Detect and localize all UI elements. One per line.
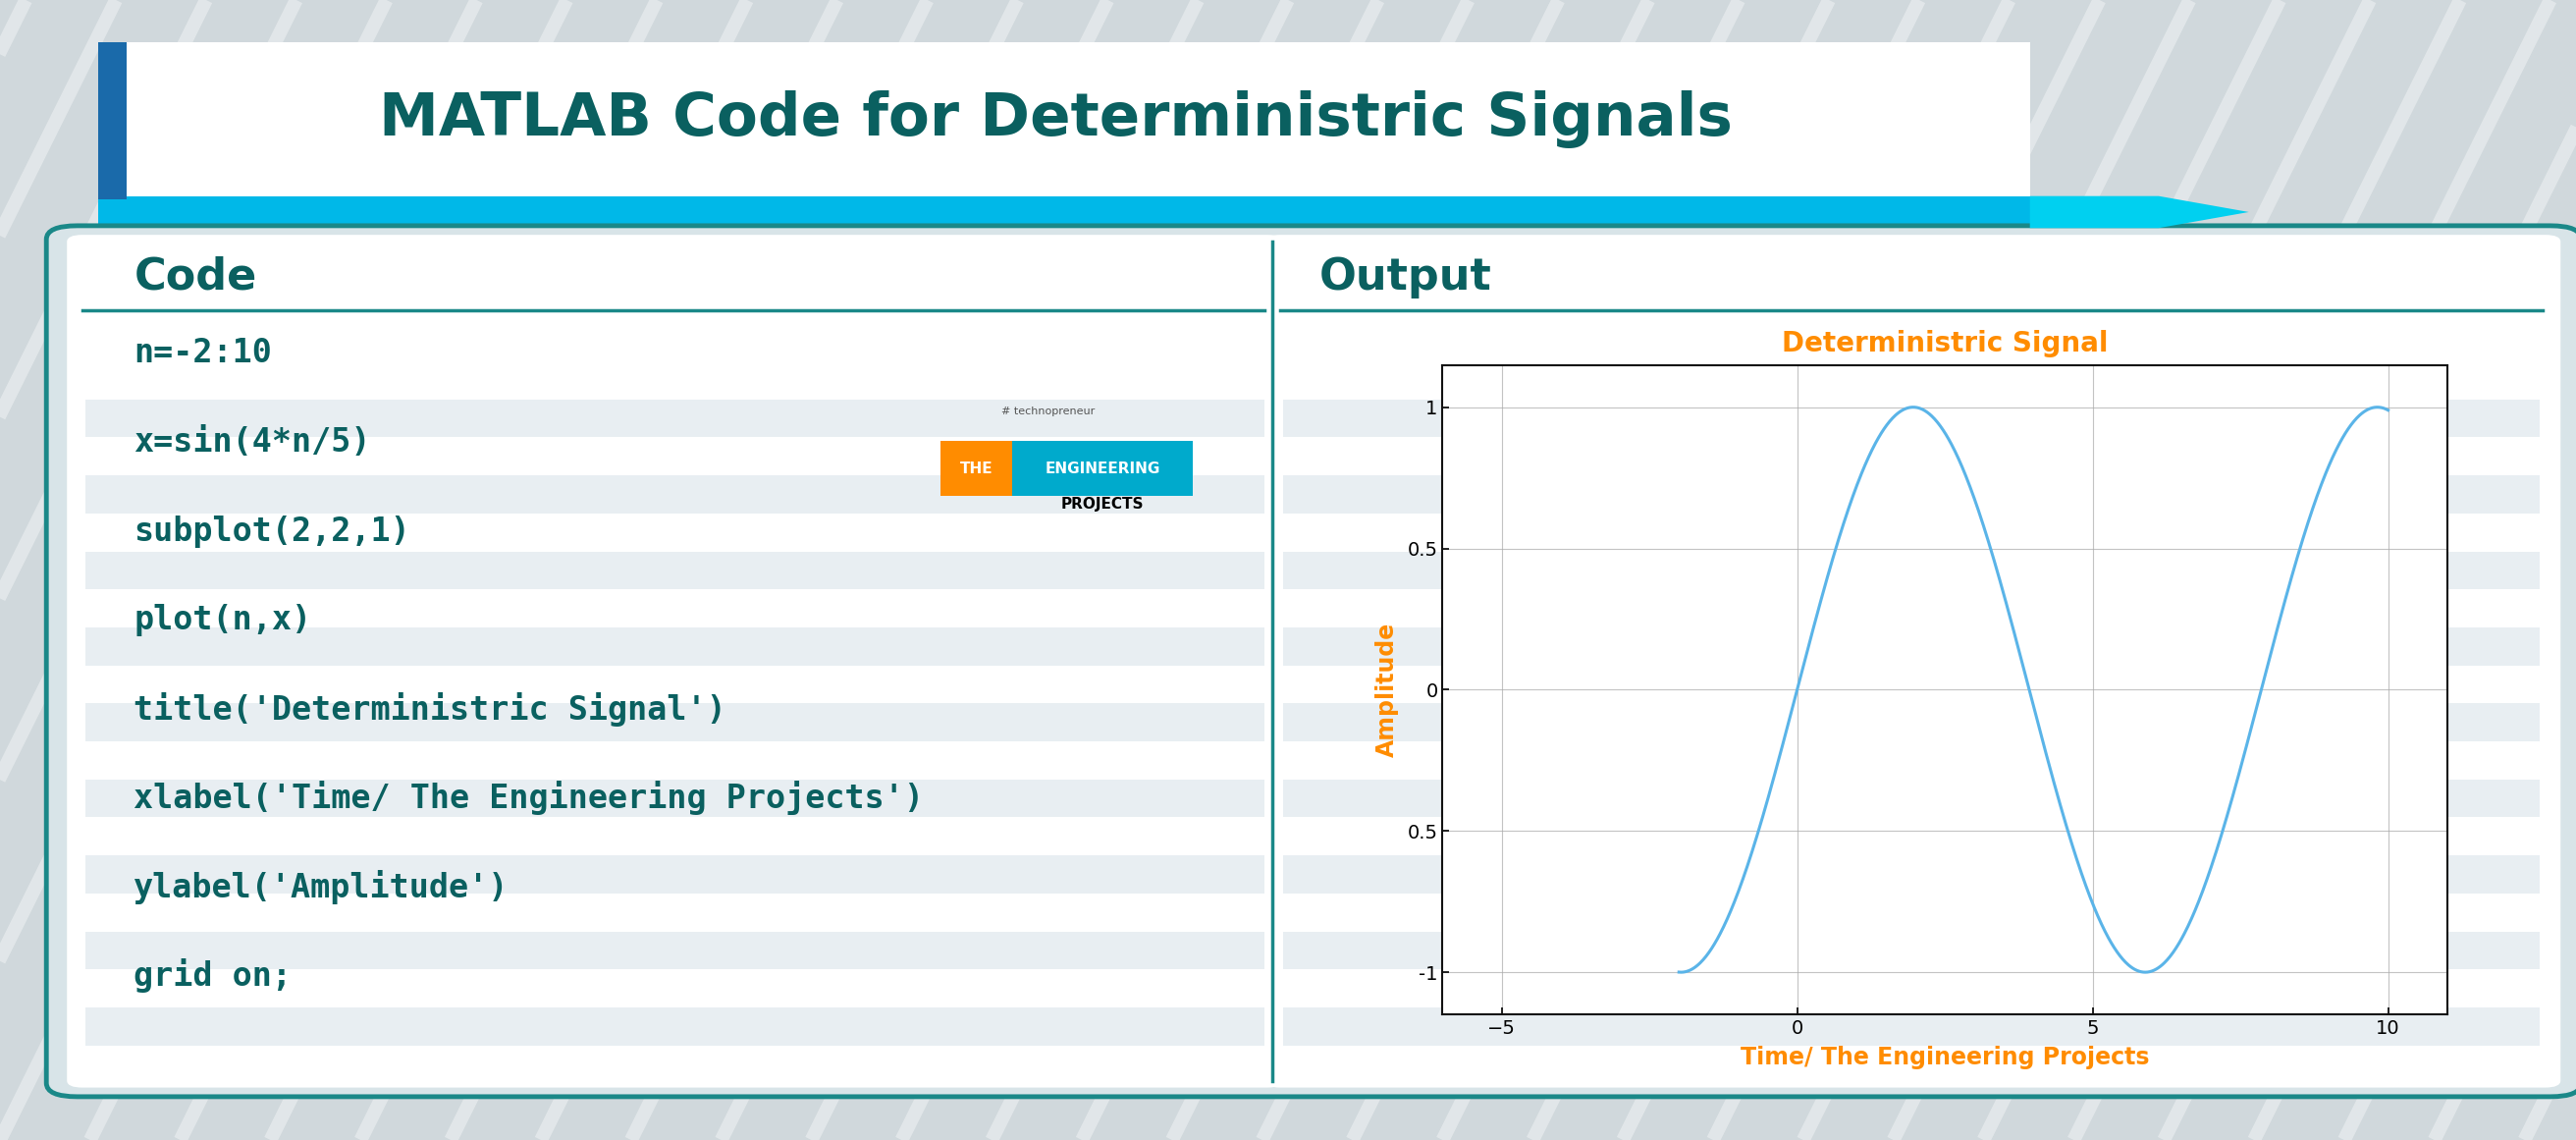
Bar bbox=[85, 552, 1265, 589]
Bar bbox=[85, 513, 1265, 552]
Bar bbox=[1283, 475, 2540, 513]
Bar bbox=[1283, 780, 2540, 817]
X-axis label: Time/ The Engineering Projects: Time/ The Engineering Projects bbox=[1741, 1047, 2148, 1069]
Bar bbox=[1283, 969, 2540, 1008]
Bar bbox=[1283, 931, 2540, 969]
Bar bbox=[85, 780, 1265, 817]
Text: grid on;: grid on; bbox=[134, 959, 291, 993]
Text: PROJECTS: PROJECTS bbox=[1061, 497, 1144, 511]
Bar bbox=[1283, 627, 2540, 666]
Text: plot(n,x): plot(n,x) bbox=[134, 604, 312, 636]
Text: MATLAB Code for Deterministric Signals: MATLAB Code for Deterministric Signals bbox=[379, 91, 1734, 148]
Bar bbox=[85, 438, 1265, 475]
Bar bbox=[1283, 741, 2540, 780]
Bar bbox=[85, 817, 1265, 855]
Text: title('Deterministric Signal'): title('Deterministric Signal') bbox=[134, 692, 726, 726]
Bar bbox=[1283, 438, 2540, 475]
Bar bbox=[1283, 703, 2540, 741]
Bar bbox=[1283, 1008, 2540, 1045]
Bar bbox=[85, 741, 1265, 780]
Bar bbox=[1283, 855, 2540, 894]
Bar bbox=[85, 589, 1265, 627]
Bar bbox=[1283, 399, 2540, 438]
Text: subplot(2,2,1): subplot(2,2,1) bbox=[134, 515, 410, 547]
Bar bbox=[85, 894, 1265, 931]
Text: xlabel('Time/ The Engineering Projects'): xlabel('Time/ The Engineering Projects') bbox=[134, 781, 925, 815]
Title: Deterministric Signal: Deterministric Signal bbox=[1783, 329, 2107, 357]
Bar bbox=[85, 855, 1265, 894]
Bar bbox=[85, 969, 1265, 1008]
Text: THE: THE bbox=[961, 462, 992, 475]
Text: # technopreneur: # technopreneur bbox=[1002, 406, 1095, 416]
Text: Code: Code bbox=[134, 255, 258, 299]
Bar bbox=[1283, 513, 2540, 552]
Text: ENGINEERING: ENGINEERING bbox=[1046, 462, 1159, 475]
Bar bbox=[1283, 666, 2540, 703]
Text: x=sin(4*n/5): x=sin(4*n/5) bbox=[134, 426, 371, 458]
Bar bbox=[85, 361, 1265, 399]
Bar bbox=[1283, 552, 2540, 589]
Bar bbox=[1283, 361, 2540, 399]
Y-axis label: Amplitude: Amplitude bbox=[1376, 622, 1399, 757]
Bar bbox=[1283, 894, 2540, 931]
Bar bbox=[1283, 589, 2540, 627]
Bar bbox=[85, 475, 1265, 513]
Bar bbox=[85, 399, 1265, 438]
Text: n=-2:10: n=-2:10 bbox=[134, 337, 273, 369]
Bar bbox=[85, 931, 1265, 969]
Bar bbox=[1283, 817, 2540, 855]
Bar bbox=[85, 666, 1265, 703]
Bar bbox=[85, 627, 1265, 666]
Bar bbox=[85, 703, 1265, 741]
Text: Output: Output bbox=[1319, 255, 1492, 299]
Text: ylabel('Amplitude'): ylabel('Amplitude') bbox=[134, 870, 510, 904]
Bar bbox=[85, 1008, 1265, 1045]
